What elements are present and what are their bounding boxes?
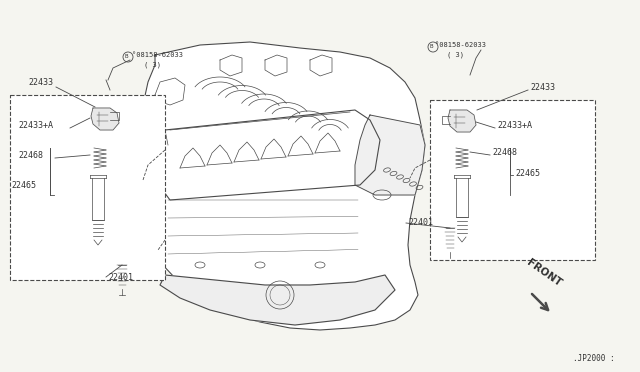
Text: 22433+A: 22433+A xyxy=(497,121,532,130)
Text: 22401: 22401 xyxy=(408,218,433,227)
Text: °08158-62033: °08158-62033 xyxy=(435,42,486,48)
Text: 22433+A: 22433+A xyxy=(18,121,53,130)
Polygon shape xyxy=(155,78,185,105)
Polygon shape xyxy=(220,55,242,76)
Text: B: B xyxy=(429,45,433,49)
Polygon shape xyxy=(160,275,395,325)
Text: °08158-62033: °08158-62033 xyxy=(132,52,183,58)
Polygon shape xyxy=(448,110,476,132)
Text: 22468: 22468 xyxy=(492,148,517,157)
Text: B: B xyxy=(124,55,128,60)
Polygon shape xyxy=(265,55,287,76)
Text: 22465: 22465 xyxy=(11,181,36,190)
Polygon shape xyxy=(133,42,425,330)
Polygon shape xyxy=(155,110,380,200)
Polygon shape xyxy=(355,115,425,195)
Text: 22433: 22433 xyxy=(28,78,53,87)
Text: 22465: 22465 xyxy=(515,169,540,178)
Text: 22401: 22401 xyxy=(108,273,133,282)
Bar xyxy=(430,100,595,260)
Text: 22468: 22468 xyxy=(18,151,43,160)
Text: .JP2000 :: .JP2000 : xyxy=(573,354,615,363)
Polygon shape xyxy=(91,108,119,130)
Text: ( 3): ( 3) xyxy=(447,51,464,58)
Polygon shape xyxy=(310,55,332,76)
Text: FRONT: FRONT xyxy=(525,258,563,289)
Text: ( 3): ( 3) xyxy=(144,61,161,67)
Bar xyxy=(10,95,165,280)
Text: 22433: 22433 xyxy=(530,83,555,92)
Polygon shape xyxy=(133,160,165,240)
